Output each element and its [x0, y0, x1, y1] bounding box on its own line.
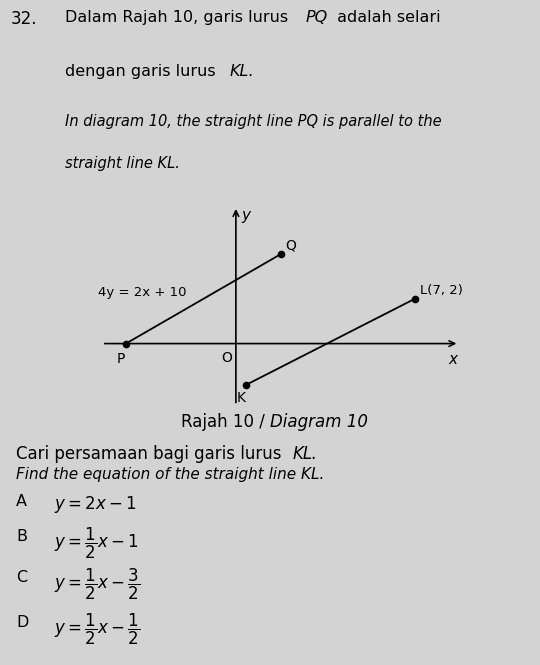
- Text: .: .: [310, 444, 316, 463]
- Text: dengan garis lurus: dengan garis lurus: [65, 64, 220, 79]
- Text: straight line KL.: straight line KL.: [65, 156, 180, 171]
- Text: 4y = 2x + 10: 4y = 2x + 10: [98, 285, 187, 299]
- Text: Dalam Rajah 10, garis lurus: Dalam Rajah 10, garis lurus: [65, 10, 293, 25]
- Text: Rajah 10 /: Rajah 10 /: [181, 413, 270, 432]
- Text: D: D: [16, 615, 29, 630]
- Text: $y = 2x - 1$: $y = 2x - 1$: [54, 494, 137, 515]
- Text: O: O: [221, 351, 232, 365]
- Text: P: P: [117, 352, 125, 366]
- Text: Q: Q: [286, 239, 296, 253]
- Text: Cari persamaan bagi garis lurus: Cari persamaan bagi garis lurus: [16, 444, 287, 463]
- Text: .: .: [247, 64, 252, 79]
- Text: KL: KL: [230, 64, 249, 79]
- Text: $y = \dfrac{1}{2}x - \dfrac{3}{2}$: $y = \dfrac{1}{2}x - \dfrac{3}{2}$: [54, 567, 140, 602]
- Text: Find the equation of the straight line KL.: Find the equation of the straight line K…: [16, 467, 325, 482]
- Text: A: A: [16, 494, 27, 509]
- Text: Diagram 10: Diagram 10: [270, 413, 368, 432]
- Text: C: C: [16, 570, 28, 585]
- Text: adalah selari: adalah selari: [332, 10, 441, 25]
- Text: y: y: [241, 208, 250, 223]
- Text: K: K: [237, 391, 246, 405]
- Text: L(7, 2): L(7, 2): [420, 284, 463, 297]
- Text: 32.: 32.: [11, 10, 37, 28]
- Text: In diagram 10, the straight line PQ is parallel to the: In diagram 10, the straight line PQ is p…: [65, 114, 441, 129]
- Text: PQ: PQ: [305, 10, 327, 25]
- Text: $y = \dfrac{1}{2}x - 1$: $y = \dfrac{1}{2}x - 1$: [54, 526, 139, 561]
- Text: $y = \dfrac{1}{2}x - \dfrac{1}{2}$: $y = \dfrac{1}{2}x - \dfrac{1}{2}$: [54, 612, 140, 647]
- Text: KL: KL: [293, 444, 313, 463]
- Text: x: x: [449, 352, 457, 367]
- Text: B: B: [16, 529, 27, 545]
